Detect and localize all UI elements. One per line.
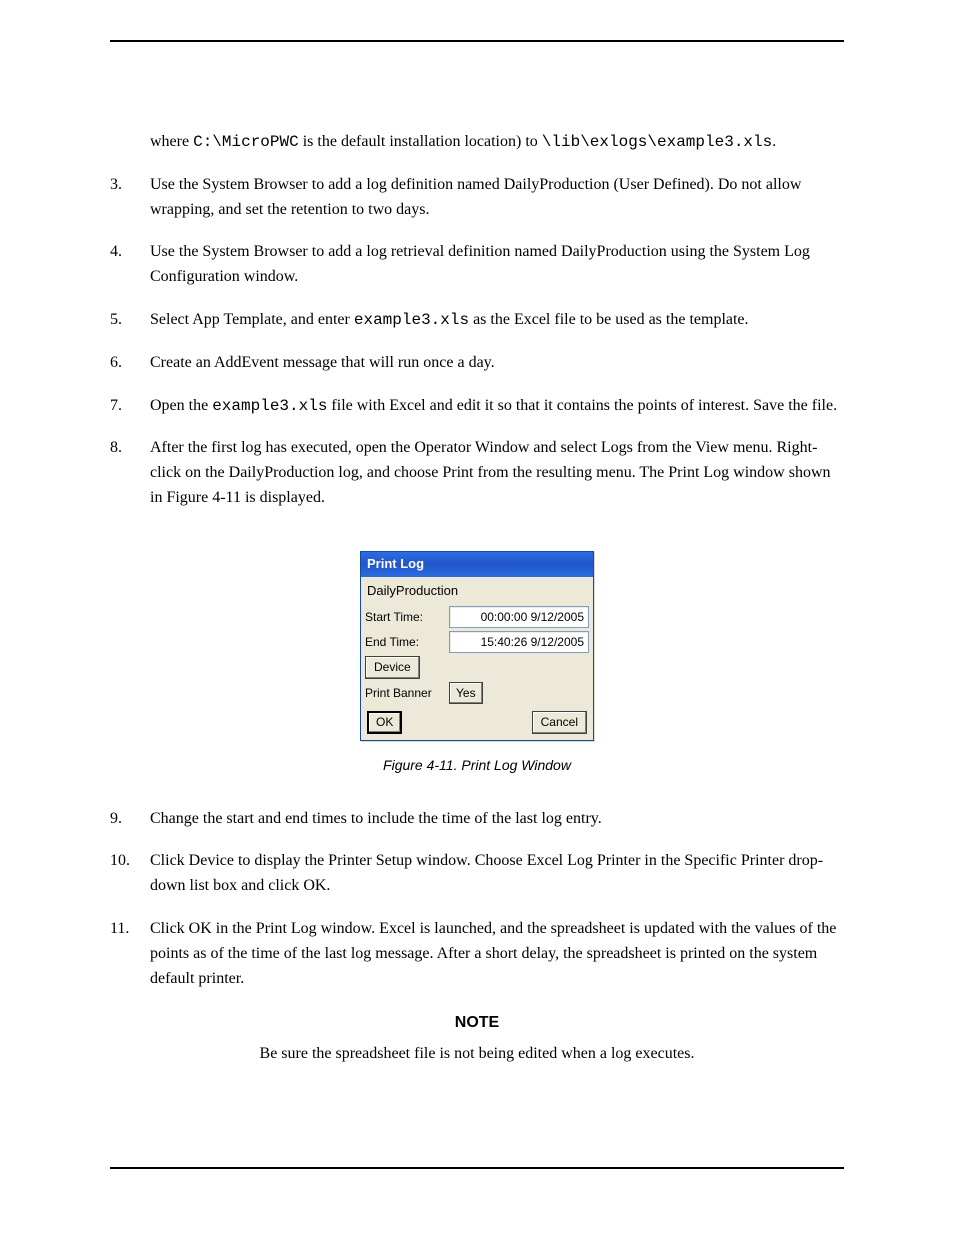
step-text: Click Device to display the Printer Setu… [150, 849, 844, 899]
dialog-button-row: OK Cancel [365, 708, 589, 736]
dialog-titlebar: Print Log [361, 552, 593, 577]
text: file with Excel and edit it so that it c… [327, 397, 837, 414]
paragraph-path: where C:\MicroPWC is the default install… [150, 130, 844, 155]
step-text: Select App Template, and enter example3.… [150, 308, 844, 333]
step-3: 3. Use the System Browser to add a log d… [110, 173, 844, 223]
text: Open the [150, 397, 212, 414]
step-text: Click OK in the Print Log window. Excel … [150, 917, 844, 991]
dialog-body: DailyProduction Start Time: 00:00:00 9/1… [361, 577, 593, 740]
footer-rule [110, 1167, 844, 1169]
filename-text: example3.xls [354, 311, 469, 329]
step-4: 4. Use the System Browser to add a log r… [110, 240, 844, 290]
step-number: 6. [110, 351, 150, 376]
step-text: Open the example3.xls file with Excel an… [150, 394, 844, 419]
step-10: 10. Click Device to display the Printer … [110, 849, 844, 899]
step-6: 6. Create an AddEvent message that will … [110, 351, 844, 376]
step-number: 10. [110, 849, 150, 899]
start-time-row: Start Time: 00:00:00 9/12/2005 [365, 606, 589, 628]
step-text: Use the System Browser to add a log defi… [150, 173, 844, 223]
dialog-subtitle: DailyProduction [365, 579, 589, 603]
print-banner-button[interactable]: Yes [449, 682, 483, 705]
device-row: Device [365, 656, 589, 679]
start-time-field[interactable]: 00:00:00 9/12/2005 [449, 606, 589, 628]
text: . [772, 133, 776, 150]
step-number: 11. [110, 917, 150, 991]
step-text: After the first log has executed, open t… [150, 436, 844, 510]
figure-dialog: Print Log DailyProduction Start Time: 00… [110, 551, 844, 777]
step-9: 9. Change the start and end times to inc… [110, 807, 844, 832]
end-time-row: End Time: 15:40:26 9/12/2005 [365, 631, 589, 653]
device-button[interactable]: Device [365, 656, 420, 679]
step-number: 8. [110, 436, 150, 510]
step-text: Use the System Browser to add a log retr… [150, 240, 844, 290]
text: Select App Template, and enter [150, 311, 354, 328]
page: where C:\MicroPWC is the default install… [0, 0, 954, 1235]
step-number: 9. [110, 807, 150, 832]
step-number: 3. [110, 173, 150, 223]
step-5: 5. Select App Template, and enter exampl… [110, 308, 844, 333]
figure-caption: Figure 4-11. Print Log Window [110, 755, 844, 777]
text: as the Excel file to be used as the temp… [469, 311, 748, 328]
page-content: where C:\MicroPWC is the default install… [110, 130, 844, 1067]
step-8: 8. After the first log has executed, ope… [110, 436, 844, 510]
start-time-label: Start Time: [365, 608, 449, 627]
header-rule [110, 40, 844, 42]
note-heading: NOTE [110, 1011, 844, 1036]
step-text: Change the start and end times to includ… [150, 807, 844, 832]
end-time-label: End Time: [365, 633, 449, 652]
step-number: 4. [110, 240, 150, 290]
path-text: \lib\exlogs\example3.xls [542, 133, 772, 151]
step-7: 7. Open the example3.xls file with Excel… [110, 394, 844, 419]
path-text: C:\MicroPWC [193, 133, 299, 151]
note-text: Be sure the spreadsheet file is not bein… [110, 1042, 844, 1067]
print-log-dialog: Print Log DailyProduction Start Time: 00… [360, 551, 594, 741]
step-number: 5. [110, 308, 150, 333]
step-number: 7. [110, 394, 150, 419]
cancel-button[interactable]: Cancel [532, 711, 587, 734]
end-time-field[interactable]: 15:40:26 9/12/2005 [449, 631, 589, 653]
filename-text: example3.xls [212, 397, 327, 415]
text: is the default installation location) to [299, 133, 542, 150]
print-banner-label: Print Banner [365, 684, 449, 703]
text: where [150, 133, 193, 150]
step-text: Create an AddEvent message that will run… [150, 351, 844, 376]
step-11: 11. Click OK in the Print Log window. Ex… [110, 917, 844, 991]
ok-button[interactable]: OK [367, 711, 402, 734]
print-banner-row: Print Banner Yes [365, 682, 589, 705]
